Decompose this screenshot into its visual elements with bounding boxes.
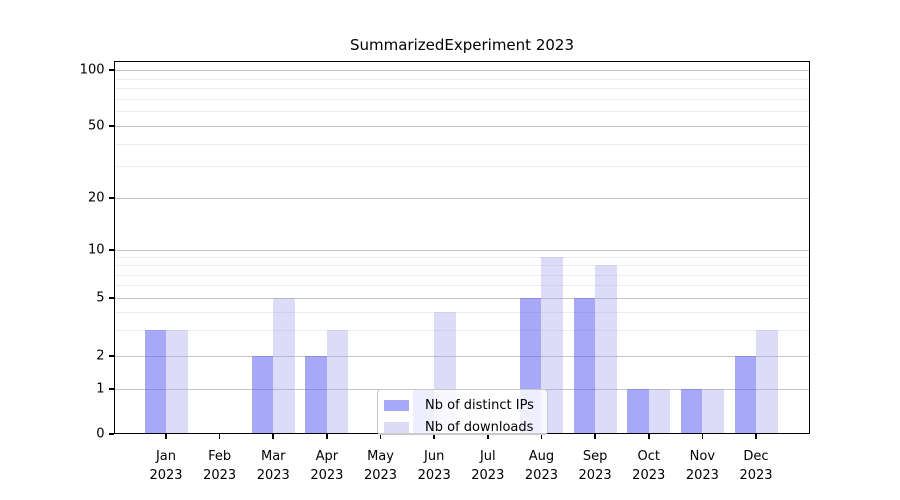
- gridline-minor: [113, 166, 810, 168]
- legend-item: Nb of distinct IPs: [384, 397, 547, 413]
- bar-distinct-ips: [734, 356, 756, 434]
- y-tick: [108, 355, 114, 357]
- gridline-major: [113, 198, 810, 199]
- bar-downloads: [326, 330, 349, 434]
- x-tick-label: Feb 2023: [203, 449, 237, 483]
- gridline-minor: [113, 111, 810, 113]
- x-tick-label: Jun 2023: [417, 449, 451, 483]
- gridline-major: [113, 126, 810, 127]
- gridline-minor: [113, 265, 810, 267]
- bar-distinct-ips: [680, 389, 703, 434]
- bar-downloads: [702, 389, 724, 434]
- y-tick-label: 2: [96, 348, 105, 364]
- x-tick: [540, 434, 543, 439]
- bar-distinct-ips: [144, 330, 166, 434]
- x-tick-label: Dec 2023: [739, 449, 773, 483]
- x-tick-label: Apr 2023: [310, 449, 344, 483]
- gridline-major: [113, 298, 810, 299]
- gridline-minor: [113, 88, 810, 90]
- gridline-minor: [113, 330, 810, 332]
- x-tick-label: Sep 2023: [578, 449, 612, 483]
- gridline-minor: [113, 312, 810, 314]
- y-tick-label: 5: [96, 290, 105, 306]
- gridline-minor: [113, 274, 810, 276]
- bar-downloads: [595, 265, 617, 434]
- legend: Nb of distinct IPs Nb of downloads: [377, 389, 548, 435]
- gridline-minor: [113, 257, 810, 259]
- x-tick: [487, 434, 489, 439]
- x-tick-label: Oct 2023: [632, 449, 666, 483]
- x-tick: [379, 434, 382, 439]
- gridline-minor: [113, 78, 810, 80]
- bar-downloads: [166, 330, 188, 434]
- x-tick: [218, 434, 221, 439]
- bar-downloads: [273, 298, 295, 434]
- x-tick-label: May 2023: [363, 449, 398, 483]
- y-tick-label: 0: [96, 426, 105, 442]
- legend-swatch-downloads: [384, 421, 409, 433]
- x-tick: [755, 434, 757, 439]
- legend-item: Nb of downloads: [384, 419, 547, 435]
- y-tick-label: 10: [87, 242, 105, 258]
- gridline-minor: [113, 143, 810, 145]
- plot-area-border: [113, 60, 810, 434]
- y-tick: [108, 433, 114, 435]
- x-tick: [433, 434, 435, 439]
- x-tick: [701, 434, 704, 439]
- x-tick: [165, 434, 167, 439]
- chart-title: SummarizedExperiment 2023: [349, 36, 574, 54]
- gridline-major: [113, 70, 810, 71]
- bar-distinct-ips: [305, 356, 327, 434]
- x-tick-label: Mar 2023: [256, 449, 290, 483]
- y-tick: [108, 69, 114, 71]
- legend-swatch-distinct-ips: [384, 399, 409, 411]
- y-tick: [108, 297, 114, 299]
- x-tick: [647, 434, 650, 439]
- legend-label: Nb of downloads: [425, 419, 534, 435]
- x-tick: [326, 434, 328, 439]
- gridline-minor: [113, 98, 810, 100]
- bar-downloads: [648, 389, 671, 434]
- y-tick-label: 100: [79, 62, 105, 78]
- y-tick-label: 1: [96, 381, 105, 397]
- y-tick: [108, 125, 114, 127]
- x-tick-label: Jul 2023: [471, 449, 505, 483]
- bar-distinct-ips: [573, 298, 596, 434]
- x-tick-label: Jan 2023: [149, 449, 183, 483]
- x-tick: [594, 434, 596, 439]
- y-tick: [108, 249, 114, 251]
- bar-distinct-ips: [627, 389, 649, 434]
- gridline-minor: [113, 285, 810, 287]
- y-tick-label: 20: [87, 190, 105, 206]
- y-tick: [108, 388, 114, 390]
- gridline-major: [113, 356, 810, 357]
- bar-downloads: [756, 330, 778, 434]
- y-tick-label: 50: [87, 118, 105, 134]
- y-tick: [108, 197, 114, 199]
- bar-distinct-ips: [251, 356, 274, 434]
- x-tick-label: Nov 2023: [685, 449, 719, 483]
- x-tick-label: Aug 2023: [524, 449, 558, 483]
- gridline-major: [113, 250, 810, 251]
- legend-label: Nb of distinct IPs: [425, 397, 534, 413]
- x-tick: [272, 434, 275, 439]
